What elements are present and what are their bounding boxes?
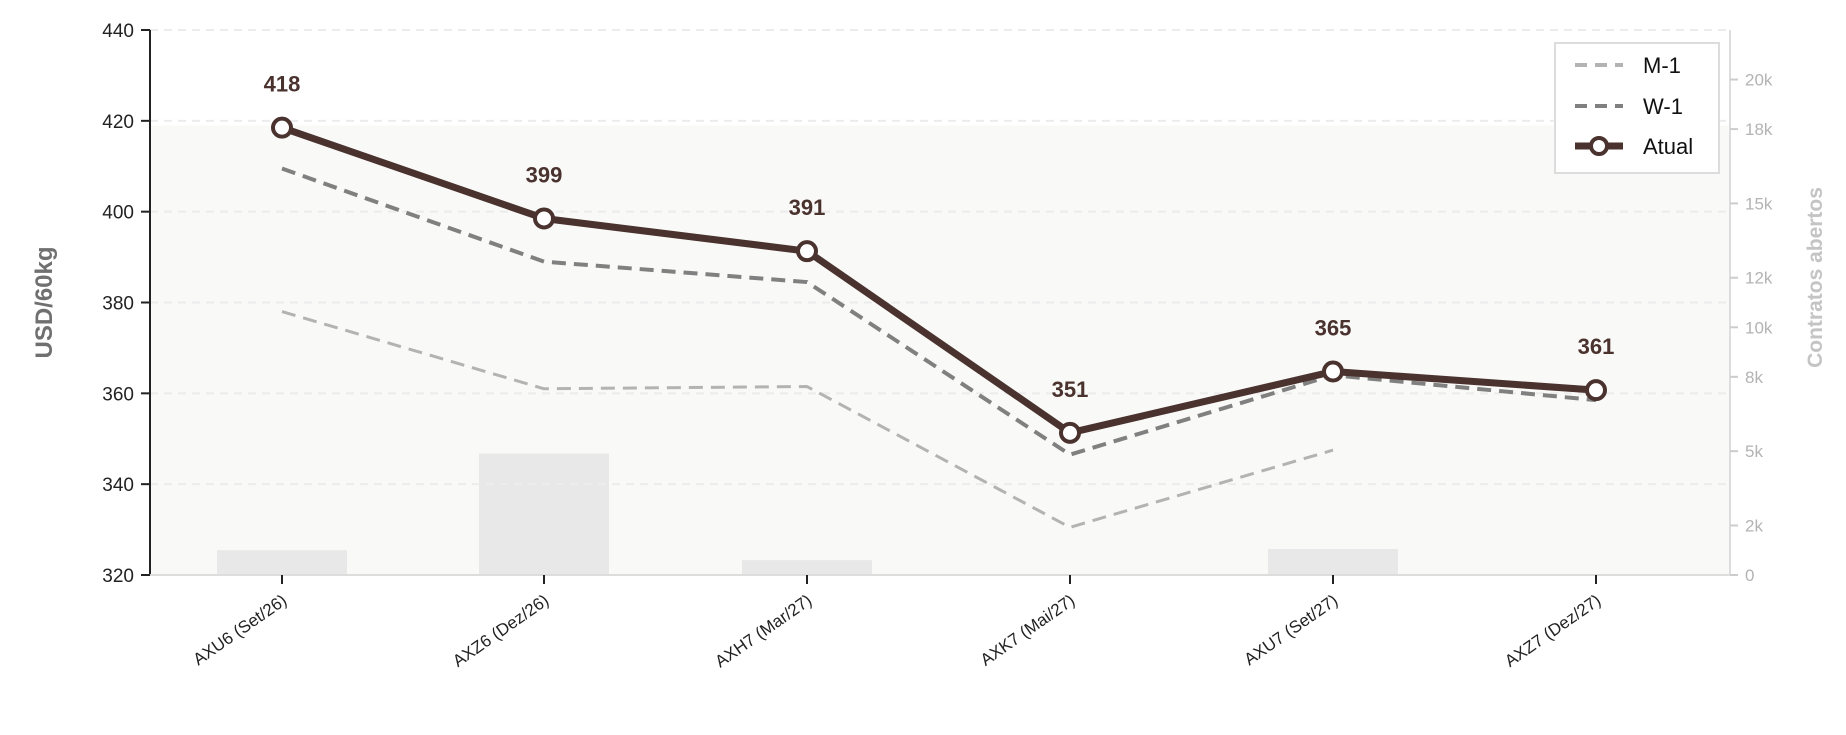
y-tick-label: 340 (102, 475, 134, 496)
y-tick-label: 440 (102, 21, 134, 42)
legend-label-atual: Atual (1643, 134, 1693, 159)
data-label: 361 (1578, 334, 1615, 359)
y-tick-label: 420 (102, 112, 134, 133)
legend-label-m1: M-1 (1643, 53, 1681, 78)
open-interest-bar (742, 560, 872, 575)
open-interest-bars (217, 453, 1398, 575)
y2-tick-label: 5k (1745, 442, 1763, 461)
y2-tick-label: 2k (1745, 516, 1763, 535)
series-point-atual (796, 240, 818, 263)
y-tick-label: 360 (102, 384, 134, 405)
y2-tick-label: 8k (1745, 368, 1763, 387)
data-labels: 418 399 391 351 365 361 (264, 72, 1615, 402)
data-label: 351 (1052, 377, 1089, 402)
y-tick-label: 320 (102, 566, 134, 587)
series-line-m1 (281, 310, 1334, 529)
open-interest-bar (1268, 548, 1398, 575)
legend-label-w1: W-1 (1643, 94, 1683, 119)
y2-tick-label: 10k (1745, 318, 1773, 337)
series-point-atual (533, 207, 555, 230)
y-tick-label: 400 (102, 203, 134, 224)
y2-tick-label: 0 (1745, 566, 1754, 585)
legend: M-1 W-1 Atual (1554, 42, 1720, 174)
data-label: 391 (789, 195, 826, 220)
series-point-atual (1322, 360, 1344, 383)
y2-tick-label: 20k (1745, 71, 1773, 90)
grid-lines (150, 29, 1730, 486)
open-interest-bar (479, 453, 609, 575)
data-label: 418 (264, 72, 301, 97)
open-interest-bar (217, 550, 347, 575)
series-line-atual (280, 124, 1597, 437)
y2-tick-label: 18k (1745, 120, 1773, 139)
data-label: 365 (1315, 316, 1352, 341)
series-point-atual (271, 116, 293, 139)
y-tick-label: 380 (102, 294, 134, 315)
x-tick-label: AXU7 (Set/27) (1241, 591, 1342, 669)
legend-marker-atual (1589, 136, 1609, 156)
series-lines (271, 116, 1607, 529)
series-point-atual (1585, 379, 1607, 402)
y2-tick-label: 12k (1745, 269, 1773, 288)
y2-axis-label: Contratos abertos (1804, 187, 1827, 368)
plot-background (150, 125, 1730, 575)
x-tick-label: AXK7 (Mai/27) (977, 591, 1078, 670)
x-tick-label: AXH7 (Mar/27) (712, 591, 816, 672)
y2-tick-label: 15k (1745, 194, 1773, 213)
y-axis-label: USD/60kg (31, 246, 58, 358)
x-tick-label: AXZ7 (Dez/27) (1501, 591, 1604, 671)
data-label: 399 (526, 162, 563, 187)
series-line-w1 (281, 166, 1597, 457)
x-tick-label: AXZ6 (Dez/26) (449, 591, 552, 671)
series-point-atual (1059, 421, 1081, 444)
x-tick-label: AXU6 (Set/26) (190, 591, 291, 669)
